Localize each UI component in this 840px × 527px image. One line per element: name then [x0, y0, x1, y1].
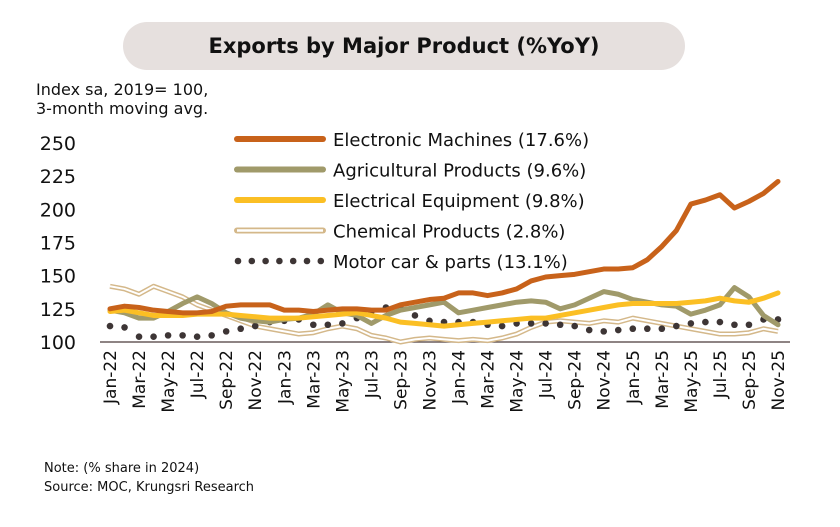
series-point-motor-car	[673, 322, 680, 330]
x-tick-label: Nov-24	[595, 350, 615, 411]
legend-item-3-label: Chemical Products (2.8%)	[333, 222, 565, 243]
series-point-motor-car	[106, 322, 114, 330]
legend-item-4-label: Motor car & parts (13.1%)	[333, 252, 568, 273]
series-point-motor-car	[527, 320, 535, 327]
series-point-motor-car	[150, 333, 157, 340]
note-text: Note: (% share in 2024)	[44, 461, 200, 476]
x-tick-label: Nov-22	[246, 350, 266, 411]
series-point-motor-car	[629, 325, 637, 333]
series-point-motor-car	[745, 321, 753, 329]
series-point-motor-car	[556, 321, 564, 329]
x-tick-label: Nov-25	[769, 350, 789, 411]
x-tick-label: Jul-23	[362, 350, 382, 399]
x-tick-label: Sep-23	[391, 350, 411, 410]
legend-swatch-dot	[303, 257, 311, 265]
x-tick-label: May-23	[333, 350, 353, 413]
x-tick-label: Sep-24	[566, 350, 586, 410]
series-point-motor-car	[237, 325, 244, 333]
legend-swatch-dot	[262, 257, 269, 265]
x-tick-label: Nov-23	[420, 350, 440, 411]
y-tick-label: 125	[40, 299, 76, 321]
series-line-electronic-machines	[107, 178, 781, 316]
series-point-motor-car	[164, 332, 172, 339]
legend-item-1-label: Agricultural Products (9.6%)	[333, 161, 586, 182]
series-point-motor-car	[179, 332, 186, 339]
series-point-motor-car	[324, 321, 332, 329]
series-point-motor-car	[121, 324, 128, 331]
series-point-motor-car	[731, 321, 738, 329]
series-point-motor-car	[716, 318, 724, 326]
series-point-motor-car	[310, 321, 317, 329]
y-tick-label: 225	[40, 166, 76, 188]
legend-swatch-dot	[234, 257, 242, 265]
series-point-motor-car	[658, 325, 666, 333]
legend-item-0-label: Electronic Machines (17.6%)	[333, 130, 589, 151]
x-tick-label: Jan-23	[275, 350, 295, 405]
series-point-motor-car	[571, 322, 578, 330]
series-point-motor-car	[687, 320, 695, 327]
legend-swatch-dot	[317, 257, 325, 265]
series-point-motor-car	[614, 326, 622, 334]
y-tick-label: 150	[40, 266, 76, 288]
x-tick-label: Mar-24	[479, 350, 499, 409]
series-point-motor-car	[600, 328, 608, 335]
series-point-motor-car	[339, 320, 346, 327]
y-tick-label: 175	[40, 233, 76, 255]
x-tick-label: Mar-23	[304, 350, 324, 409]
chart-title: Exports by Major Product (%YoY)	[123, 22, 685, 70]
y-axis-label-line1: Index sa, 2019= 100,	[36, 80, 209, 99]
series-point-motor-car	[135, 333, 143, 340]
series-point-motor-car	[702, 318, 709, 326]
y-axis-label-line2: 3-month moving avg.	[36, 99, 209, 118]
series-point-motor-car	[644, 325, 651, 333]
x-tick-label: Sep-25	[740, 350, 760, 410]
x-tick-label: Jul-25	[711, 350, 731, 399]
legend-swatch-dot	[289, 257, 297, 265]
series-point-motor-car	[498, 322, 506, 330]
x-tick-label: Jan-22	[101, 350, 121, 405]
x-tick-label: May-25	[682, 350, 702, 413]
series-point-motor-car	[542, 320, 549, 327]
legend-swatch-dot	[276, 257, 283, 265]
y-tick-label: 200	[40, 199, 76, 221]
x-tick-label: Jul-24	[537, 350, 557, 399]
series-point-motor-car	[585, 326, 593, 334]
y-tick-label: 100	[40, 332, 76, 354]
x-tick-label: Mar-22	[130, 350, 150, 409]
series-point-motor-car	[193, 333, 201, 340]
series-point-motor-car	[411, 312, 419, 319]
x-tick-label: Jan-25	[624, 350, 644, 405]
legend-item-2-label: Electrical Equipment (9.8%)	[333, 191, 585, 212]
x-tick-label: Sep-22	[217, 350, 237, 410]
series-point-motor-car	[251, 322, 259, 330]
x-tick-label: May-22	[159, 350, 179, 413]
series-point-motor-car	[208, 332, 215, 339]
x-tick-label: Jan-24	[450, 350, 470, 405]
y-tick-label: 250	[40, 133, 76, 155]
x-tick-label: Mar-25	[653, 350, 673, 409]
series-point-motor-car	[222, 328, 230, 335]
x-tick-label: May-24	[508, 350, 528, 413]
source-text: Source: MOC, Krungsri Research	[44, 480, 255, 495]
series-line-electrical-equipment	[107, 290, 781, 329]
x-tick-label: Jul-22	[188, 350, 208, 399]
legend-swatch-dot	[248, 257, 256, 265]
